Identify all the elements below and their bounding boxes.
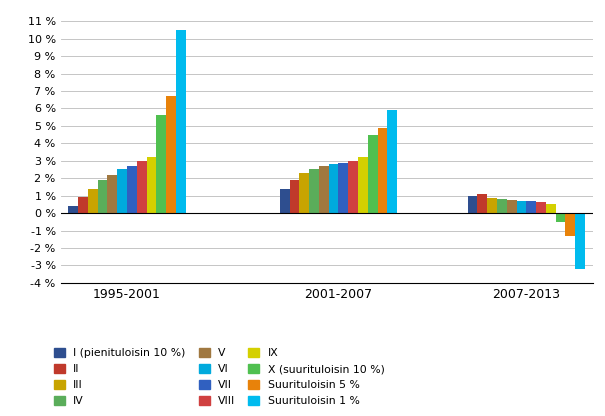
Bar [68, 206, 78, 213]
Bar [290, 180, 299, 213]
Legend: I (pienituloisin 10 %), II, III, IV, V, VI, VII, VIII, IX, X (suurituloisin 10 %: I (pienituloisin 10 %), II, III, IV, V, … [54, 348, 385, 406]
Bar [78, 198, 88, 213]
Bar [477, 194, 487, 213]
Bar [127, 166, 137, 213]
Bar [176, 30, 186, 213]
Bar [507, 200, 517, 213]
Bar [526, 201, 536, 213]
Bar [108, 175, 117, 213]
Bar [338, 163, 348, 213]
Bar [575, 213, 585, 269]
Bar [280, 189, 290, 213]
Bar [358, 157, 368, 213]
Bar [299, 173, 309, 213]
Bar [137, 161, 146, 213]
Bar [166, 96, 176, 213]
Bar [319, 166, 329, 213]
Bar [117, 169, 127, 213]
Bar [97, 180, 108, 213]
Bar [348, 161, 358, 213]
Bar [468, 196, 477, 213]
Bar [487, 198, 497, 213]
Bar [517, 201, 526, 213]
Bar [546, 203, 556, 213]
Bar [88, 189, 97, 213]
Bar [329, 164, 338, 213]
Bar [497, 199, 507, 213]
Bar [146, 157, 157, 213]
Bar [378, 128, 387, 213]
Bar [556, 213, 566, 222]
Bar [536, 202, 546, 213]
Bar [309, 169, 319, 213]
Bar [157, 115, 166, 213]
Bar [387, 110, 397, 213]
Bar [566, 213, 575, 236]
Bar [368, 135, 378, 213]
